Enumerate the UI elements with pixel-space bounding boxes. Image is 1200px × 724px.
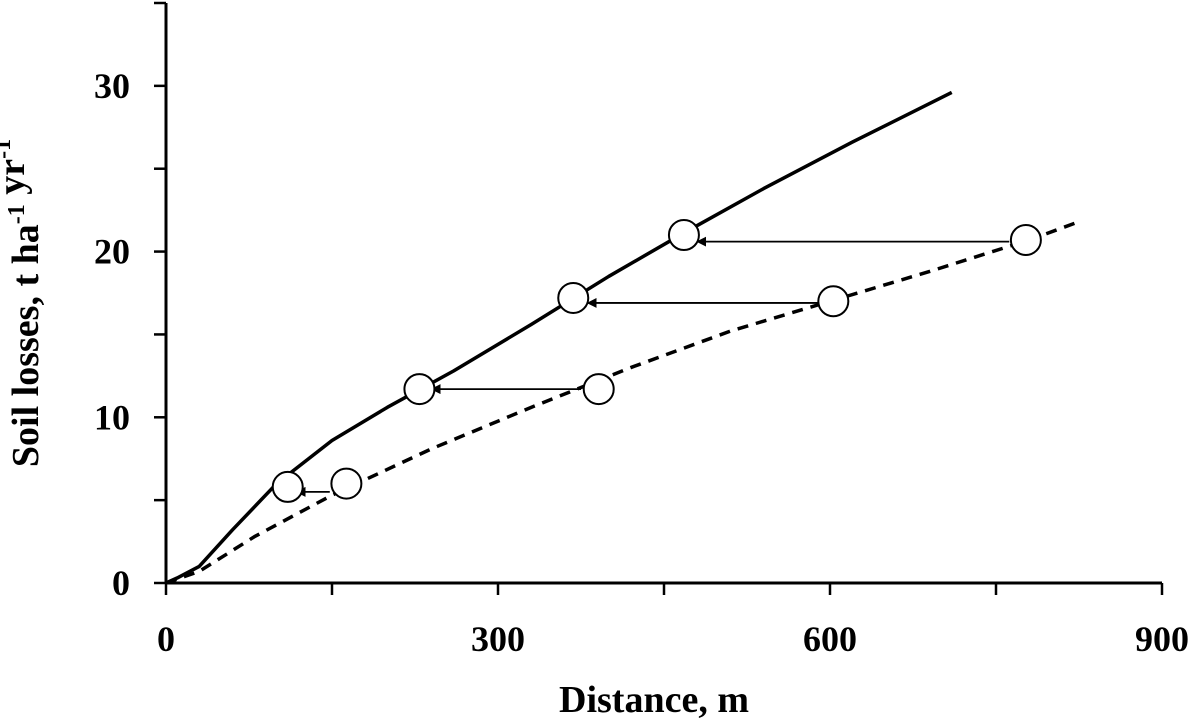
x-axis-title: Distance, m bbox=[559, 679, 749, 721]
data-point-circle bbox=[271, 470, 304, 503]
y-tick-label: 0 bbox=[112, 563, 130, 603]
y-axis-title-text: Soil losses, t ha bbox=[5, 224, 47, 467]
data-point-circle bbox=[582, 373, 615, 406]
y-tick-label: 10 bbox=[94, 397, 130, 437]
data-point-circle bbox=[817, 285, 850, 318]
y-axis-title-superscript: -1 bbox=[0, 139, 16, 159]
data-point-circle bbox=[330, 467, 363, 500]
data-point-circle bbox=[403, 373, 436, 406]
data-point-circle bbox=[1009, 223, 1042, 256]
y-axis-title-text: yr bbox=[0, 159, 33, 205]
y-tick-label: 20 bbox=[94, 232, 130, 272]
x-tick-label: 300 bbox=[471, 619, 525, 659]
y-axis-title-superscript: -1 bbox=[4, 204, 30, 224]
x-tick-label: 900 bbox=[1135, 619, 1189, 659]
y-tick-label: 30 bbox=[94, 66, 130, 106]
solid-series-line bbox=[165, 90, 953, 585]
data-point-circle bbox=[557, 281, 590, 314]
x-tick-label: 600 bbox=[803, 619, 857, 659]
x-tick-label: 0 bbox=[157, 619, 175, 659]
dashed-series-line bbox=[165, 220, 1080, 585]
data-point-circle bbox=[667, 219, 700, 251]
y-axis-title: Soil losses, t ha-1 yr-1 bbox=[0, 139, 47, 467]
